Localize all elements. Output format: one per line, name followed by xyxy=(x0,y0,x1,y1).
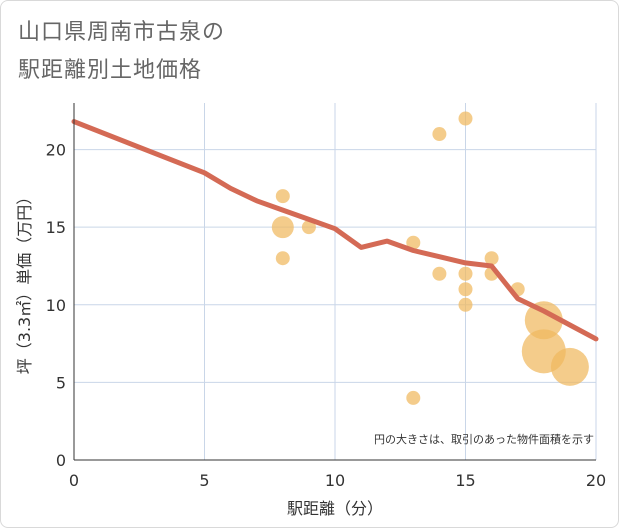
trend-line-group xyxy=(71,119,599,342)
data-points xyxy=(271,111,589,405)
data-point xyxy=(458,111,473,126)
data-point xyxy=(524,301,563,340)
y-tick-label: 10 xyxy=(46,296,66,315)
tick-labels: 0 5 10 15 20 0 5 10 15 20 xyxy=(46,141,607,490)
y-axis-label: 坪（3.3㎡）単価（万円） xyxy=(15,189,34,374)
x-tick-label: 5 xyxy=(199,471,209,490)
data-point xyxy=(550,347,589,386)
x-axis-label: 駅距離（分） xyxy=(287,499,383,518)
trend-line xyxy=(71,119,599,342)
data-point xyxy=(301,220,316,235)
size-legend-note: 円の大きさは、取引のあった物件面積を示す xyxy=(374,432,594,446)
data-point xyxy=(406,390,421,405)
data-point xyxy=(406,235,421,250)
data-point xyxy=(458,266,473,281)
x-tick-label: 15 xyxy=(455,471,475,490)
x-tick-label: 0 xyxy=(69,471,79,490)
y-tick-label: 5 xyxy=(56,373,66,392)
y-tick-label: 15 xyxy=(46,218,66,237)
data-point xyxy=(458,282,473,297)
grid-lines xyxy=(74,103,597,460)
data-point xyxy=(458,297,473,312)
x-tick-label: 10 xyxy=(325,471,345,490)
data-point xyxy=(432,127,447,142)
data-point xyxy=(432,266,447,281)
axes xyxy=(73,103,596,461)
chart-title-line2: 駅距離別土地価格 xyxy=(18,58,203,83)
data-point xyxy=(275,189,290,204)
y-tick-label: 0 xyxy=(56,451,66,470)
data-point xyxy=(484,251,499,266)
chart-title-line1: 山口県周南市古泉の xyxy=(18,20,226,45)
data-point xyxy=(271,216,294,239)
y-tick-label: 20 xyxy=(46,141,66,160)
data-point xyxy=(275,251,290,266)
x-tick-label: 20 xyxy=(586,471,606,490)
